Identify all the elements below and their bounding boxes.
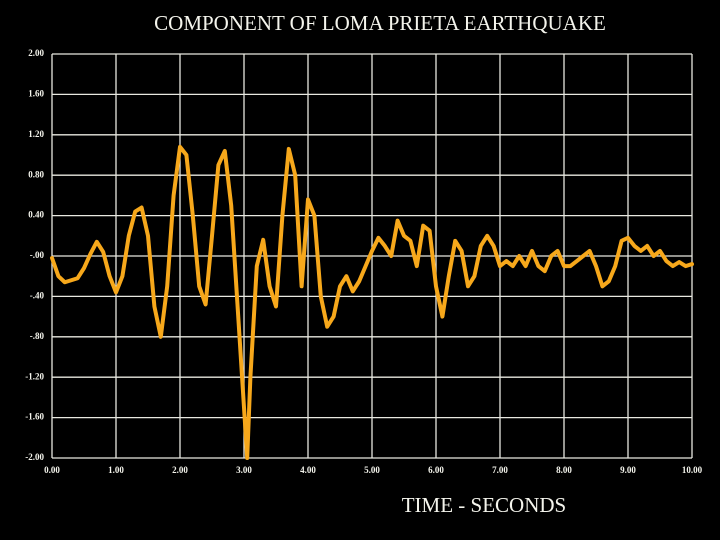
x-tick-label: 0.00 <box>44 465 60 475</box>
x-tick-label: 7.00 <box>492 465 508 475</box>
x-tick-label: 9.00 <box>620 465 636 475</box>
x-tick-label: 8.00 <box>556 465 572 475</box>
y-tick-label: 0.80 <box>28 169 44 179</box>
y-tick-label: 1.60 <box>28 88 44 98</box>
y-tick-label: -.40 <box>30 290 45 300</box>
y-tick-label: -.80 <box>30 331 45 341</box>
y-tick-label: -.00 <box>30 250 45 260</box>
y-tick-label: 2.00 <box>28 48 44 58</box>
y-tick-label: 1.20 <box>28 129 44 139</box>
x-tick-label: 5.00 <box>364 465 380 475</box>
y-tick-label: -2.00 <box>25 452 44 462</box>
y-tick-label: 0.40 <box>28 210 44 220</box>
x-tick-label: 1.00 <box>108 465 124 475</box>
y-tick-label: -1.60 <box>25 412 44 422</box>
chart-title: COMPONENT OF LOMA PRIETA EARTHQUAKE <box>154 11 606 35</box>
x-tick-label: 6.00 <box>428 465 444 475</box>
trace-line <box>50 144 694 460</box>
x-tick-label: 2.00 <box>172 465 188 475</box>
y-tick-label: -1.20 <box>25 371 44 381</box>
x-tick-label: 4.00 <box>300 465 316 475</box>
x-tick-label: 10.00 <box>682 465 703 475</box>
x-tick-label: 3.00 <box>236 465 252 475</box>
x-axis-label: TIME - SECONDS <box>402 493 567 517</box>
